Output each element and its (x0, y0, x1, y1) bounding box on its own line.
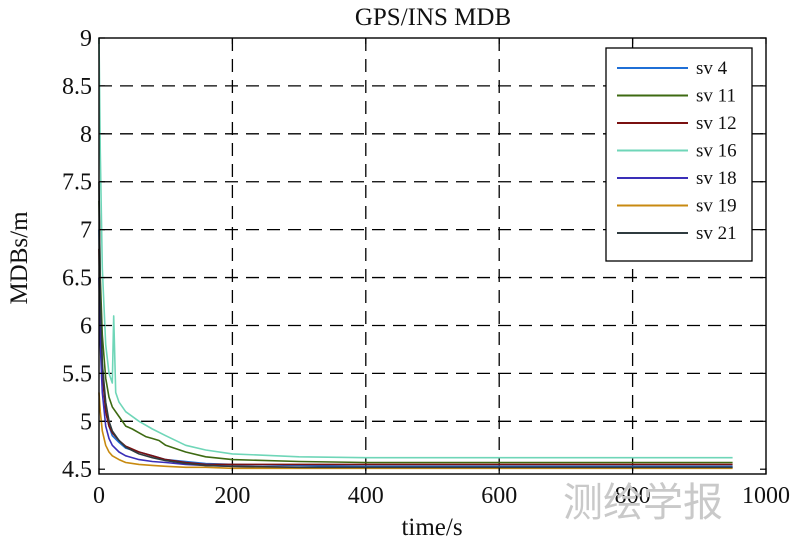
legend-label: sv 19 (696, 196, 737, 217)
legend-label: sv 11 (696, 86, 736, 107)
series-line-sv-4 (98, 229, 733, 468)
series-line-sv-16 (98, 37, 733, 459)
x-tick-label: 200 (214, 483, 250, 509)
x-axis-ticks: 0 200 400 600 800 1000 (93, 38, 790, 509)
y-tick-label: 6 (80, 313, 92, 339)
watermark: 测绘学报 (563, 480, 723, 526)
y-tick-label: 7.5 (62, 170, 92, 196)
x-tick-label: 400 (348, 483, 384, 509)
x-tick-label: 0 (93, 483, 105, 509)
y-tick-label: 8 (80, 122, 92, 148)
legend: sv 4 sv 11 sv 12 sv 16 sv 18 sv 19 sv 21 (605, 47, 753, 262)
y-tick-label: 7 (80, 218, 92, 244)
y-tick-label: 9 (80, 26, 92, 52)
y-axis-label: MDBs/m (6, 211, 33, 305)
series-line-sv-18 (98, 277, 733, 469)
y-tick-label: 4.5 (62, 457, 92, 483)
legend-label: sv 16 (696, 141, 737, 162)
y-tick-label: 8.5 (62, 74, 92, 100)
x-tick-label: 1000 (742, 483, 790, 509)
y-axis-ticks: 4.5 5 5.5 6 6.5 7 7.5 8 8.5 9 (62, 26, 766, 483)
y-tick-label: 5 (80, 409, 92, 435)
series-line-sv-12 (98, 248, 733, 466)
series-lines (98, 37, 733, 470)
legend-label: sv 4 (696, 58, 728, 79)
series-line-sv-11 (98, 200, 733, 464)
legend-label: sv 12 (696, 113, 737, 134)
x-axis-label: time/s (401, 514, 462, 541)
x-tick-label: 800 (615, 483, 651, 509)
legend-label: sv 18 (696, 168, 737, 189)
plot-frame (98, 37, 767, 475)
legend-label: sv 21 (696, 223, 737, 244)
series-line-sv-21 (98, 181, 733, 469)
legend-box (605, 47, 753, 262)
x-tick-label: 600 (481, 483, 517, 509)
y-tick-label: 6.5 (62, 266, 92, 292)
y-tick-label: 5.5 (62, 361, 92, 387)
chart-title: GPS/INS MDB (355, 4, 511, 31)
